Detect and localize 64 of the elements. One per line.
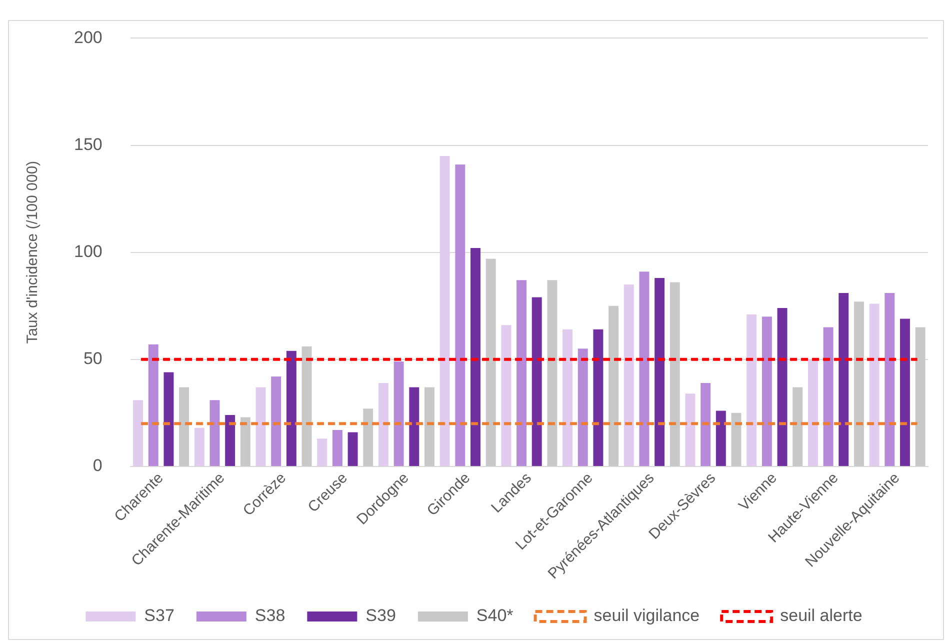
bar bbox=[808, 359, 818, 466]
bar bbox=[179, 387, 190, 466]
bar bbox=[624, 284, 634, 466]
bar bbox=[854, 302, 864, 466]
legend-label: S39 bbox=[366, 606, 396, 626]
bar bbox=[363, 408, 374, 466]
bar bbox=[501, 325, 512, 466]
bar bbox=[332, 430, 342, 466]
bar bbox=[670, 282, 680, 466]
bar bbox=[639, 272, 650, 466]
legend-label: S37 bbox=[144, 606, 174, 626]
bar bbox=[578, 348, 588, 466]
bar bbox=[792, 387, 803, 466]
bar bbox=[884, 293, 895, 466]
legend-label: S38 bbox=[254, 606, 286, 626]
bar bbox=[240, 417, 250, 466]
bar bbox=[470, 248, 480, 466]
bar bbox=[271, 376, 282, 466]
bar bbox=[164, 372, 174, 466]
bar bbox=[823, 327, 834, 466]
bar bbox=[409, 387, 420, 466]
bar bbox=[317, 438, 328, 466]
y-tick-label: 50 bbox=[83, 349, 102, 368]
bar bbox=[716, 410, 726, 466]
bar bbox=[562, 329, 573, 466]
bar bbox=[532, 297, 542, 466]
legend-label: seuil vigilance bbox=[594, 606, 700, 626]
bar bbox=[762, 316, 772, 466]
bar bbox=[777, 308, 788, 466]
bar bbox=[700, 382, 711, 466]
bar bbox=[486, 258, 496, 466]
bar bbox=[378, 382, 388, 466]
bar bbox=[516, 280, 526, 466]
bar bbox=[348, 432, 358, 466]
bar bbox=[286, 350, 296, 466]
y-tick-label: 0 bbox=[92, 456, 102, 476]
bar bbox=[210, 400, 220, 466]
bar bbox=[194, 428, 204, 466]
y-axis-title: Taux d'incidence (/100 000) bbox=[24, 160, 42, 344]
bar bbox=[685, 394, 696, 466]
bar bbox=[133, 400, 144, 466]
y-tick-label: 150 bbox=[74, 134, 102, 154]
bar bbox=[869, 304, 880, 466]
bar bbox=[455, 164, 466, 466]
y-tick-label: 100 bbox=[74, 242, 102, 262]
legend-label: S40* bbox=[476, 606, 514, 626]
bar bbox=[900, 318, 910, 466]
bar bbox=[256, 387, 266, 466]
bar bbox=[424, 387, 434, 466]
bar bbox=[608, 306, 619, 466]
bar bbox=[654, 278, 665, 466]
bar bbox=[731, 412, 742, 466]
bar bbox=[915, 327, 926, 466]
bar bbox=[440, 156, 450, 466]
bar bbox=[302, 346, 312, 466]
bar bbox=[547, 280, 558, 466]
y-tick-label: 200 bbox=[74, 28, 102, 47]
bar bbox=[838, 293, 849, 466]
bar bbox=[394, 362, 404, 466]
bar bbox=[593, 329, 604, 466]
legend-label: seuil alerte bbox=[780, 606, 862, 626]
bar bbox=[225, 415, 236, 466]
bar bbox=[148, 344, 158, 466]
bar bbox=[746, 314, 757, 466]
